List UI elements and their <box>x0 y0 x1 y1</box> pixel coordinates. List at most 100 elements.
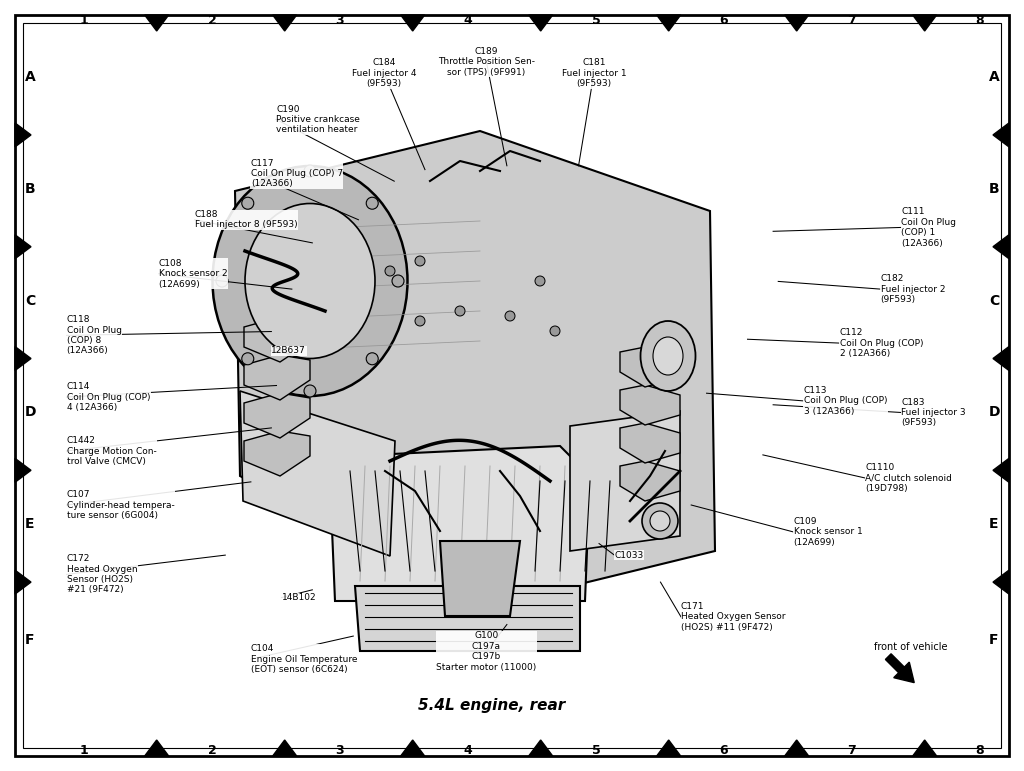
Circle shape <box>415 316 425 326</box>
FancyArrow shape <box>886 654 914 682</box>
Text: 1: 1 <box>80 745 88 757</box>
Polygon shape <box>620 423 680 463</box>
Circle shape <box>550 326 560 336</box>
Polygon shape <box>400 740 425 756</box>
Text: 8: 8 <box>976 14 984 26</box>
Polygon shape <box>144 15 169 31</box>
Text: C118
Coil On Plug
(COP) 8
(12A366): C118 Coil On Plug (COP) 8 (12A366) <box>67 315 122 355</box>
Polygon shape <box>528 15 553 31</box>
Polygon shape <box>656 740 681 756</box>
Text: 5: 5 <box>592 745 600 757</box>
Polygon shape <box>244 317 310 362</box>
Text: E: E <box>26 517 35 531</box>
Polygon shape <box>993 570 1009 594</box>
Text: 12B637: 12B637 <box>271 346 306 355</box>
Text: 1: 1 <box>80 14 88 26</box>
Text: E: E <box>989 517 998 531</box>
Text: C107
Cylinder-head tempera-
ture sensor (6G004): C107 Cylinder-head tempera- ture sensor … <box>67 490 174 520</box>
Text: C113
Coil On Plug (COP)
3 (12A366): C113 Coil On Plug (COP) 3 (12A366) <box>804 386 888 416</box>
Ellipse shape <box>653 337 683 375</box>
Circle shape <box>242 353 254 365</box>
Text: 5.4L engine, rear: 5.4L engine, rear <box>418 698 565 713</box>
Text: C111
Coil On Plug
(COP) 1
(12A366): C111 Coil On Plug (COP) 1 (12A366) <box>901 207 956 247</box>
Polygon shape <box>993 234 1009 259</box>
Polygon shape <box>355 586 580 651</box>
Polygon shape <box>993 123 1009 147</box>
Text: 4: 4 <box>464 745 472 757</box>
Polygon shape <box>620 385 680 425</box>
Circle shape <box>242 197 254 209</box>
Polygon shape <box>912 15 937 31</box>
Text: C108
Knock sensor 2
(12A699): C108 Knock sensor 2 (12A699) <box>159 259 227 288</box>
Circle shape <box>392 275 404 287</box>
Text: C: C <box>25 294 35 308</box>
Text: 3: 3 <box>336 745 344 757</box>
Circle shape <box>505 311 515 321</box>
Polygon shape <box>440 541 520 616</box>
Polygon shape <box>993 346 1009 371</box>
Polygon shape <box>240 391 395 556</box>
Polygon shape <box>330 446 590 601</box>
Text: C189
Throttle Position Sen-
sor (TPS) (9F991): C189 Throttle Position Sen- sor (TPS) (9… <box>438 47 535 76</box>
Text: C183
Fuel injector 3
(9F593): C183 Fuel injector 3 (9F593) <box>901 398 966 427</box>
Text: 6: 6 <box>720 14 728 26</box>
Text: C172
Heated Oxygen
Sensor (HO2S)
#21 (9F472): C172 Heated Oxygen Sensor (HO2S) #21 (9F… <box>67 554 137 594</box>
Text: C182
Fuel injector 2
(9F593): C182 Fuel injector 2 (9F593) <box>881 274 945 304</box>
Text: A: A <box>25 70 36 84</box>
Text: C104
Engine Oil Temperature
(EOT) sensor (6C624): C104 Engine Oil Temperature (EOT) sensor… <box>251 645 357 674</box>
Text: 3: 3 <box>336 14 344 26</box>
Polygon shape <box>912 740 937 756</box>
Text: C109
Knock sensor 1
(12A699): C109 Knock sensor 1 (12A699) <box>794 517 862 547</box>
Text: F: F <box>26 633 35 647</box>
Circle shape <box>216 275 228 287</box>
Text: C1033: C1033 <box>614 550 644 560</box>
Text: B: B <box>25 182 35 196</box>
Text: front of vehicle: front of vehicle <box>874 641 948 651</box>
Polygon shape <box>272 740 297 756</box>
Circle shape <box>642 503 678 539</box>
Polygon shape <box>784 15 809 31</box>
Polygon shape <box>570 411 680 551</box>
Polygon shape <box>15 346 31 371</box>
Polygon shape <box>784 740 809 756</box>
Text: 4: 4 <box>464 14 472 26</box>
Text: C: C <box>989 294 999 308</box>
Polygon shape <box>144 740 169 756</box>
Polygon shape <box>528 740 553 756</box>
Text: D: D <box>25 406 36 419</box>
Text: C190
Positive crankcase
ventilation heater: C190 Positive crankcase ventilation heat… <box>276 105 360 134</box>
Circle shape <box>415 256 425 266</box>
Circle shape <box>535 276 545 286</box>
Text: 2: 2 <box>208 745 216 757</box>
Polygon shape <box>656 15 681 31</box>
Text: 7: 7 <box>848 745 856 757</box>
Text: 14B102: 14B102 <box>282 593 316 602</box>
Text: G100
C197a
C197b
Starter motor (11000): G100 C197a C197b Starter motor (11000) <box>436 631 537 672</box>
Polygon shape <box>244 431 310 476</box>
Polygon shape <box>15 123 31 147</box>
Ellipse shape <box>640 321 695 391</box>
Text: C1442
Charge Motion Con-
trol Valve (CMCV): C1442 Charge Motion Con- trol Valve (CMC… <box>67 436 157 466</box>
Polygon shape <box>620 461 680 501</box>
Polygon shape <box>993 458 1009 483</box>
Ellipse shape <box>213 166 408 396</box>
Polygon shape <box>272 15 297 31</box>
Text: C1110
A/C clutch solenoid
(19D798): C1110 A/C clutch solenoid (19D798) <box>865 463 952 493</box>
Text: C181
Fuel injector 1
(9F593): C181 Fuel injector 1 (9F593) <box>561 59 627 88</box>
Circle shape <box>304 385 316 397</box>
Text: C114
Coil On Plug (COP)
4 (12A366): C114 Coil On Plug (COP) 4 (12A366) <box>67 382 151 412</box>
Text: 7: 7 <box>848 14 856 26</box>
Text: F: F <box>989 633 998 647</box>
Circle shape <box>650 511 670 531</box>
Text: C117
Coil On Plug (COP) 7
(12A366): C117 Coil On Plug (COP) 7 (12A366) <box>251 159 343 188</box>
Polygon shape <box>244 393 310 438</box>
Circle shape <box>367 197 378 209</box>
Polygon shape <box>15 458 31 483</box>
Text: C188
Fuel injector 8 (9F593): C188 Fuel injector 8 (9F593) <box>195 210 297 230</box>
Circle shape <box>455 306 465 316</box>
Text: 2: 2 <box>208 14 216 26</box>
Polygon shape <box>244 355 310 400</box>
Text: 6: 6 <box>720 745 728 757</box>
Text: A: A <box>988 70 999 84</box>
Polygon shape <box>15 234 31 259</box>
